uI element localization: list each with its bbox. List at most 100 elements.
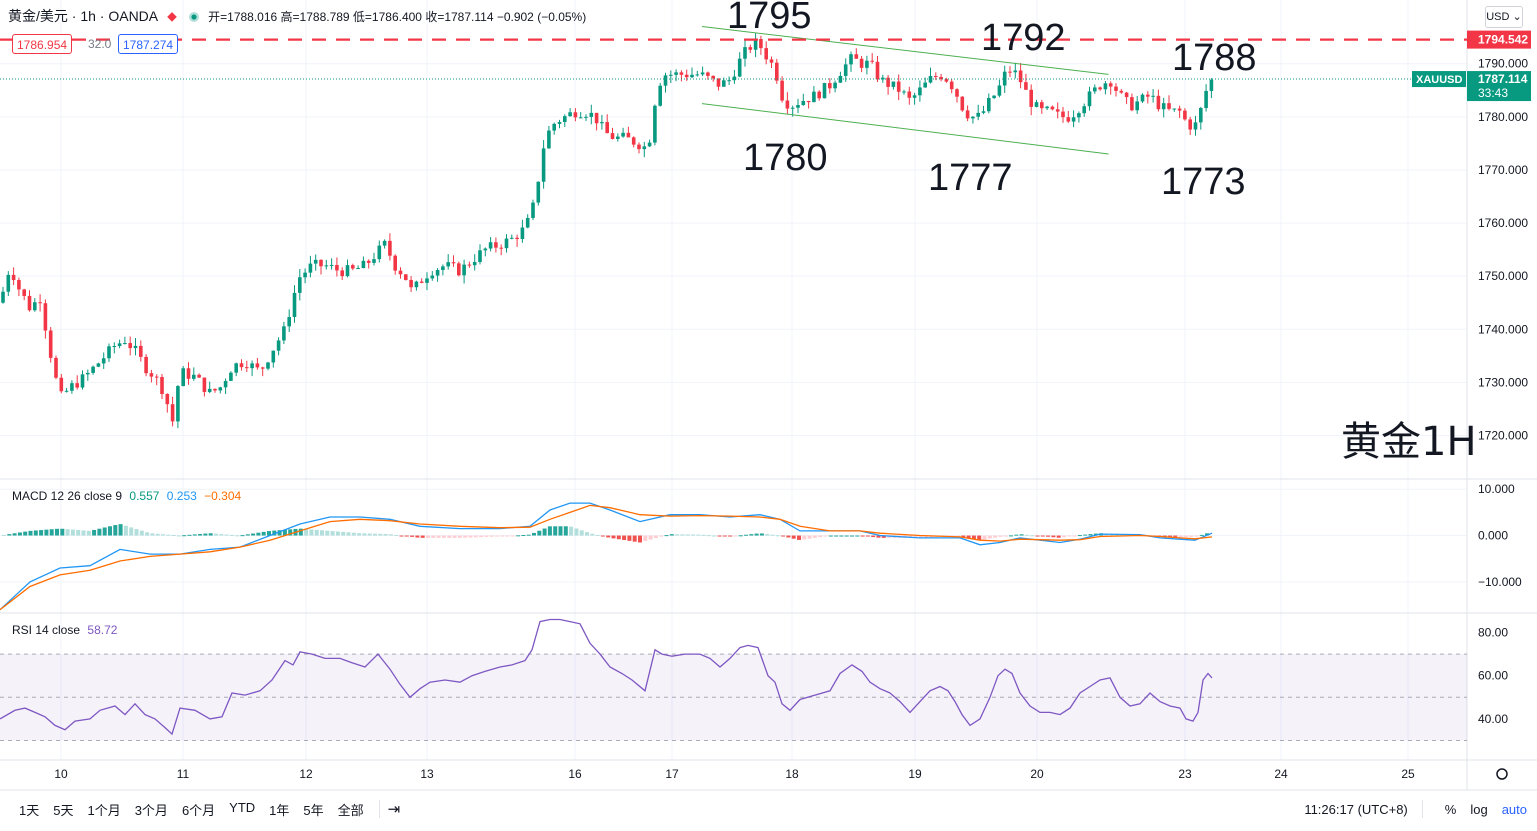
candle-body — [91, 366, 95, 373]
macd-histogram-bar — [1072, 535, 1077, 537]
macd-histogram-bar — [129, 527, 134, 536]
candle-body — [123, 343, 127, 345]
candle-body — [48, 330, 53, 358]
macd-histogram-bar — [865, 535, 870, 537]
macd-histogram-bar — [600, 535, 605, 537]
log-scale-toggle[interactable]: log — [1470, 801, 1488, 817]
macd-histogram-bar — [850, 535, 854, 537]
candle-body — [186, 368, 191, 379]
candle-body — [144, 356, 148, 374]
macd-histogram-bar — [447, 535, 452, 538]
candle-body — [711, 75, 715, 79]
macd-histogram-bar — [70, 529, 75, 536]
resistance-price-tag[interactable] — [1467, 30, 1531, 49]
candle-body — [234, 363, 238, 373]
macd-histogram-bar — [49, 529, 54, 536]
range-ytd[interactable]: YTD — [229, 799, 256, 815]
range-5d[interactable]: 5天 — [53, 802, 74, 818]
range-3m[interactable]: 3个月 — [134, 802, 168, 818]
macd-histogram-bar — [23, 531, 28, 536]
candle-body — [1188, 119, 1192, 130]
buy-price-box[interactable]: 1787.274 — [118, 34, 179, 54]
macd-histogram-bar — [871, 535, 876, 538]
candle-body — [674, 72, 678, 75]
candle-body — [435, 269, 440, 276]
range-1y[interactable]: 1年 — [269, 802, 290, 818]
range-6m[interactable]: 6个月 — [181, 802, 216, 818]
symbol-title[interactable]: 黄金/美元 · 1h · OANDA — [8, 8, 159, 24]
candle-body — [181, 368, 185, 387]
macd-histogram-bar — [410, 535, 415, 537]
macd-histogram-bar — [521, 535, 526, 537]
candle-body — [207, 388, 212, 392]
currency-selector[interactable]: USD ⌄ — [1485, 6, 1523, 28]
macd-histogram-bar — [691, 534, 695, 536]
candle-body — [764, 48, 768, 60]
candle-body — [404, 274, 408, 280]
time-tick-label: 20 — [1030, 767, 1044, 781]
candle-body — [886, 77, 890, 87]
range-5y[interactable]: 5年 — [303, 802, 324, 818]
macd-histogram-bar — [86, 530, 91, 536]
channel-lower-line[interactable] — [701, 103, 1109, 155]
macd-histogram-bar — [479, 535, 483, 538]
range-1d[interactable]: 1天 — [19, 802, 40, 818]
macd-histogram-bar — [420, 535, 425, 538]
candle-body — [642, 146, 647, 150]
percent-scale-toggle[interactable]: % — [1444, 801, 1457, 817]
candle-body — [478, 250, 482, 263]
macd-histogram-bar — [547, 526, 552, 536]
macd-histogram-bar — [1030, 535, 1035, 537]
candle-body — [441, 266, 445, 270]
macd-histogram-bar — [807, 535, 812, 539]
macd-histogram-bar — [791, 535, 796, 539]
rsi-line — [0, 618, 1213, 736]
candle-body — [515, 237, 519, 240]
candle-body — [706, 72, 710, 76]
candle-body — [891, 81, 896, 87]
range-1m[interactable]: 1个月 — [87, 802, 121, 818]
macd-histogram-bar — [139, 530, 144, 536]
settings-gear-icon[interactable] — [1496, 768, 1508, 780]
candle-body — [1018, 70, 1023, 83]
candle-body — [488, 242, 493, 249]
candle-body — [790, 107, 795, 109]
macd-histogram-bar — [198, 533, 203, 536]
macd-histogram-bar — [182, 535, 187, 537]
macd-histogram-bar — [463, 535, 468, 538]
ohlc-values: 开=1788.016 高=1788.789 低=1786.400 收=1787.… — [208, 9, 587, 24]
market-closed-icon — [166, 10, 178, 22]
candle-body — [1093, 87, 1097, 92]
macd-histogram-bar — [1003, 535, 1008, 537]
candle-body — [319, 259, 323, 267]
macd-histogram-bar — [664, 535, 669, 537]
go-to-date-icon[interactable]: ⇥ — [387, 801, 401, 818]
macd-histogram-bar — [166, 534, 171, 536]
macd-histogram-bar — [574, 528, 579, 536]
rsi-legend: RSI 14 close 58.72 — [12, 623, 117, 637]
macd-histogram-bar — [860, 535, 865, 537]
macd-histogram-bar — [579, 530, 584, 536]
candle-body — [700, 72, 705, 75]
candle-body — [716, 78, 721, 87]
candle-body — [918, 87, 922, 96]
candle-body — [494, 242, 498, 248]
macd-name: MACD 12 26 close 9 — [12, 489, 123, 503]
macd-histogram-bar — [1088, 534, 1093, 536]
auto-scale-toggle[interactable]: auto — [1501, 801, 1527, 817]
range-all[interactable]: 全部 — [337, 802, 364, 818]
price-tick-label: 1750.000 — [1478, 269, 1528, 283]
rsi-name: RSI 14 close — [12, 623, 81, 637]
rsi-value: 58.72 — [87, 623, 118, 637]
candle-body — [303, 272, 307, 278]
candle-body — [1045, 106, 1049, 109]
price-annotation-1780: 1780 — [743, 137, 828, 179]
candle-body — [955, 89, 959, 97]
spread-value: 32.0 — [88, 37, 112, 51]
channel-upper-line[interactable] — [701, 26, 1109, 75]
sell-price-box[interactable]: 1786.954 — [12, 34, 73, 54]
candle-body — [33, 302, 37, 311]
macd-histogram-bar — [277, 530, 282, 536]
candle-body — [292, 292, 297, 317]
